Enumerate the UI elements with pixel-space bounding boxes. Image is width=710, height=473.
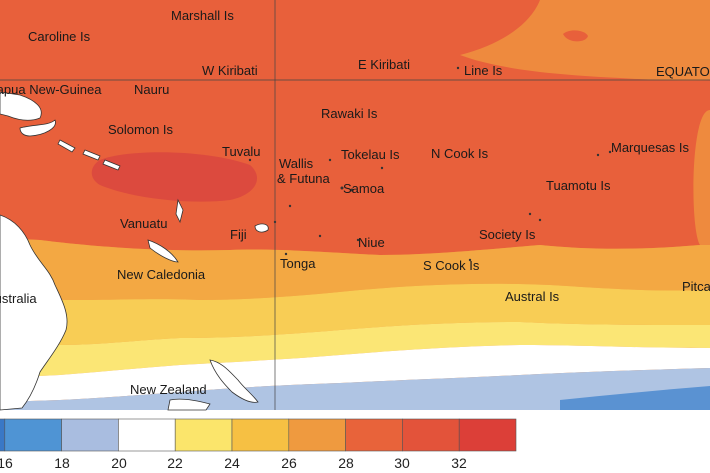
colorbar-segment: [288, 418, 346, 452]
label-wallis: Wallis: [279, 156, 314, 171]
png-land: [0, 91, 42, 121]
label-tuvalu: Tuvalu: [222, 144, 261, 159]
colorbar-tick-20: 20: [111, 455, 127, 471]
label-papua-new-guinea: Papua New-Guinea: [0, 82, 102, 97]
label-w-kiribati: W Kiribati: [202, 63, 258, 78]
temperature-colorbar: [0, 418, 517, 452]
label-solomon-islands: Solomon Is: [108, 122, 174, 137]
label-new-zealand: New Zealand: [130, 382, 207, 397]
band-24-26: [0, 238, 710, 300]
fiji-land: [254, 223, 269, 233]
label-futuna: & Futuna: [277, 171, 330, 186]
label-nauru: Nauru: [134, 82, 170, 97]
colorbar-tick-24: 24: [224, 455, 240, 471]
band-small-spot: [563, 30, 588, 42]
label-e-kiribati: E Kiribati: [358, 57, 411, 72]
label-rawaki-islands: Rawaki Is: [321, 106, 378, 121]
colorbar-segment: [231, 418, 290, 452]
new-zealand-south-land: [167, 398, 211, 411]
label-caroline-islands: Caroline Is: [28, 29, 91, 44]
island-dots: [248, 66, 612, 262]
label-pitcairn: Pitcairn: [682, 279, 710, 294]
label-marshall-islands: Marshall Is: [171, 8, 234, 23]
label-n-cook-islands: N Cook Is: [431, 146, 489, 161]
label-society-islands: Society Is: [479, 227, 536, 242]
colorbar-tick-28: 28: [338, 455, 354, 471]
band-30-32: [91, 152, 258, 202]
label-new-caledonia: New Caledonia: [117, 267, 206, 282]
colorbar-tick-30: 30: [394, 455, 410, 471]
label-niue: Niue: [358, 235, 385, 250]
solomon-land-1: [57, 139, 76, 153]
vanuatu-land: [175, 198, 184, 224]
label-tuamotu-islands: Tuamotu Is: [546, 178, 611, 193]
colorbar-segment: [61, 418, 119, 452]
colorbar-tick-32: 32: [451, 455, 467, 471]
new-britain-land: [19, 119, 56, 137]
band-18-20: [0, 345, 710, 402]
colorbar-segment: [458, 418, 517, 452]
colorbar-tick-22: 22: [167, 455, 183, 471]
label-s-cook-islands: S Cook Is: [423, 258, 480, 273]
band-22-24: [0, 283, 710, 345]
label-line-islands: Line Is: [464, 63, 503, 78]
colorbar-segment: [4, 418, 62, 452]
colorbar-tick-18: 18: [54, 455, 70, 471]
solomon-land-2: [82, 149, 101, 161]
colorbar-tick-26: 26: [281, 455, 297, 471]
label-tonga: Tonga: [280, 256, 316, 271]
colorbar-segment: [345, 418, 403, 452]
colorbar-segment: [118, 418, 176, 452]
colorbar-segment: [0, 418, 6, 452]
label-samoa: Samoa: [343, 181, 385, 196]
band-14-16: [560, 386, 710, 410]
solomon-land-3: [102, 159, 121, 171]
label-austral-islands: Austral Is: [505, 289, 560, 304]
colorbar-tick-16: 16: [0, 455, 13, 471]
label-marquesas-islands: Marquesas Is: [611, 140, 690, 155]
new-caledonia-land: [147, 239, 179, 263]
new-zealand-land: [209, 359, 259, 403]
band-20-22: [0, 322, 710, 378]
colorbar-segment: [174, 418, 233, 452]
colorbar-segment: [402, 418, 460, 452]
label-australia: Australia: [0, 291, 37, 306]
label-vanuatu: Vanuatu: [120, 216, 168, 231]
label-fiji: Fiji: [230, 227, 247, 242]
australia-land: [0, 214, 68, 411]
label-tokelau-islands: Tokelau Is: [341, 147, 400, 162]
